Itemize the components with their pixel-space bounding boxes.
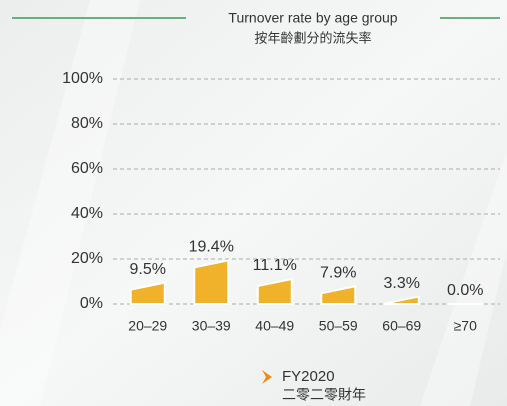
value-label: 3.3%	[384, 275, 420, 292]
x-tick-label: 40–49	[255, 318, 294, 334]
value-label: 11.1%	[253, 257, 297, 274]
chart-subtitle: 按年齡劃分的流失率	[254, 30, 371, 45]
y-tick-label: 100%	[62, 70, 103, 87]
legend-marker	[262, 370, 272, 384]
x-tick-label: 50–59	[319, 318, 358, 334]
bar	[383, 295, 420, 305]
value-label: 7.9%	[320, 264, 356, 281]
x-tick-label: 20–29	[128, 318, 167, 334]
chart-title: Turnover rate by age group	[228, 10, 397, 26]
y-tick-label: 20%	[71, 250, 103, 267]
bar	[320, 284, 357, 305]
value-label: 9.5%	[130, 261, 166, 278]
value-label: 19.4%	[189, 239, 234, 256]
y-tick-label: 40%	[71, 205, 103, 222]
y-tick-label: 0%	[80, 295, 103, 312]
x-tick-label: 60–69	[382, 318, 421, 334]
x-tick-label: 30–39	[192, 318, 231, 334]
y-tick-label: 80%	[71, 115, 103, 132]
y-tick-label: 60%	[71, 160, 103, 177]
bar	[129, 281, 166, 305]
decor-stripe	[0, 0, 140, 406]
bar	[193, 259, 230, 305]
legend-label-zh: 二零二零財年	[282, 387, 366, 403]
value-label: 0.0%	[447, 282, 483, 299]
bar	[256, 277, 293, 305]
x-tick-label: ≥70	[454, 318, 477, 334]
legend-label: FY2020	[282, 368, 335, 385]
